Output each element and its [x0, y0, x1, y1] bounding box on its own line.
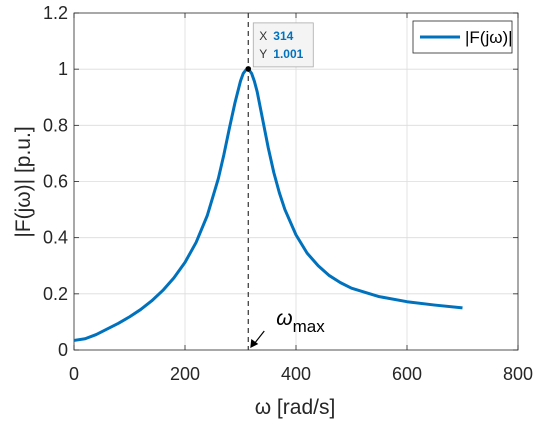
- grid: [74, 13, 518, 350]
- y-tick-label: 0.8: [43, 115, 68, 135]
- datatip-y-value: 1.001: [273, 47, 303, 61]
- y-tick-label: 1.2: [43, 3, 68, 23]
- omega-max-label: ωmax: [276, 307, 325, 336]
- y-tick-label: 0.4: [43, 228, 68, 248]
- x-axis-label: ω [rad/s]: [255, 396, 336, 419]
- omega-max-arrowhead: [250, 339, 259, 348]
- y-tick-label: 0.2: [43, 284, 68, 304]
- x-tick-label: 0: [69, 364, 79, 384]
- y-tick-label: 0.6: [43, 172, 68, 192]
- y-tick-label: 0: [58, 340, 68, 360]
- datatip-y-key: Y: [259, 47, 267, 61]
- datatip-x-key: X: [259, 29, 267, 43]
- x-tick-label: 800: [503, 364, 533, 384]
- axis-ticks: 0 200 400 600 800 0 0.2 0.4 0.6 0.8 1 1.2: [43, 3, 533, 384]
- y-tick-label: 1: [58, 59, 68, 79]
- peak-marker: [245, 66, 252, 72]
- x-tick-label: 200: [170, 364, 200, 384]
- x-tick-label: 600: [392, 364, 422, 384]
- legend: |F(jω)|: [412, 20, 513, 54]
- annotation-layer: X 314 Y 1.001 ωmax: [245, 13, 325, 350]
- datatip-box: [252, 22, 314, 68]
- datatip-x-value: 314: [273, 29, 293, 43]
- x-tick-label: 400: [281, 364, 311, 384]
- legend-label: |F(jω)|: [465, 28, 513, 47]
- y-axis-label: |F(jω)| [p.u.]: [12, 126, 35, 237]
